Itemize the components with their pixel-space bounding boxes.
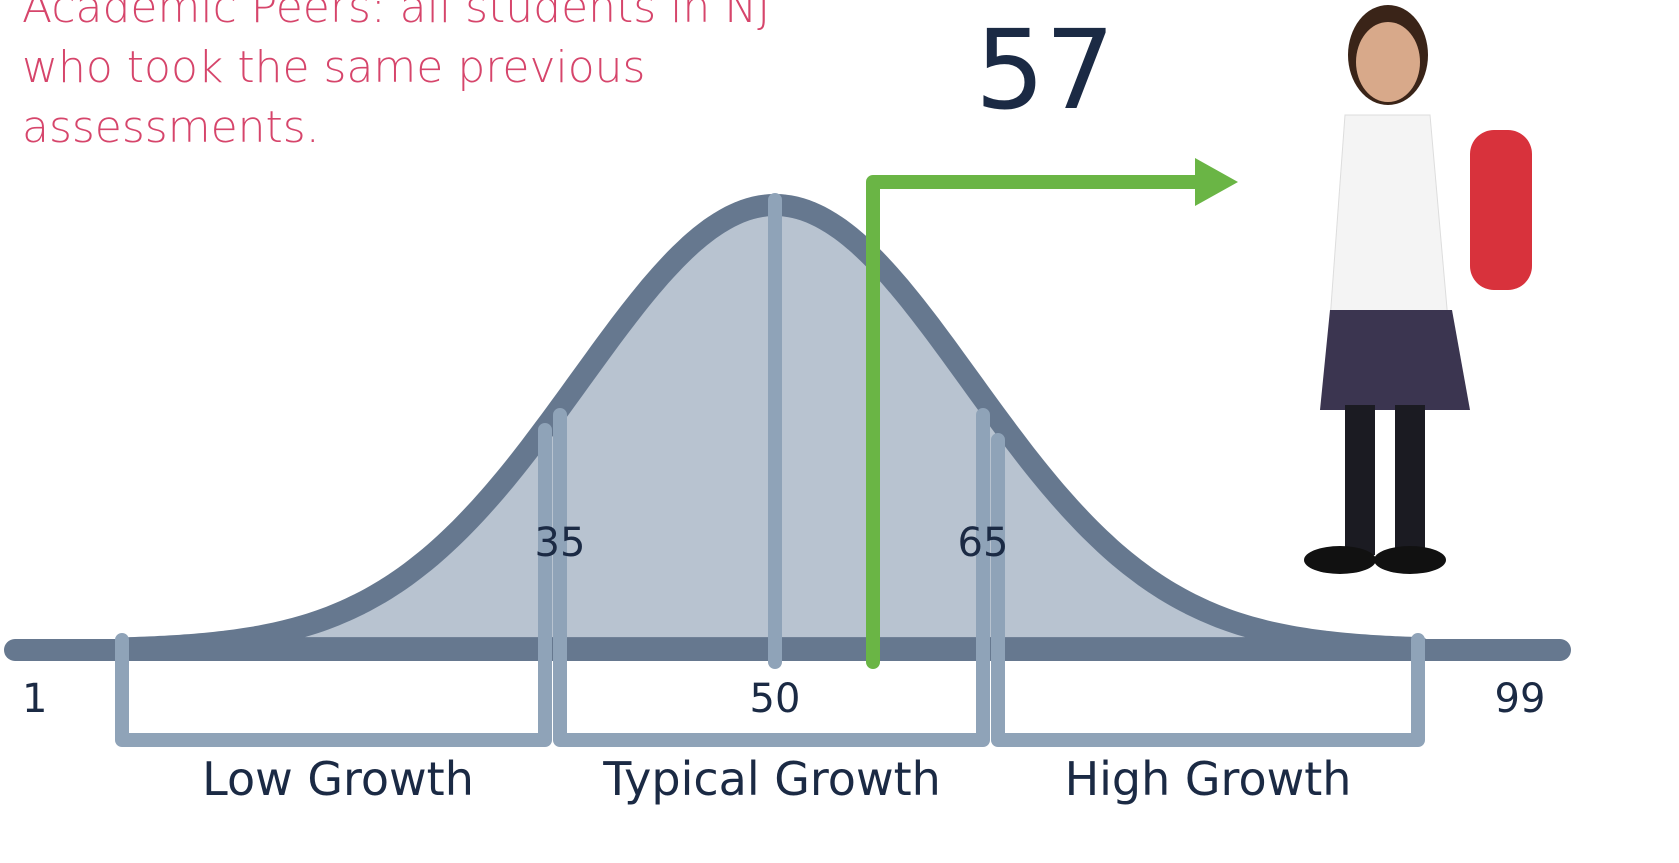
shoe — [1304, 546, 1376, 574]
face — [1356, 22, 1420, 102]
scale-low-cut: 35 — [535, 520, 586, 566]
arrow-line — [866, 175, 1207, 669]
bracket-high — [991, 433, 1425, 747]
markers — [115, 193, 1425, 747]
group-label: Low Growth — [202, 752, 474, 806]
caption-line: Academic Peers: all students in NJ — [22, 0, 770, 33]
bracket-typical — [553, 408, 990, 747]
leg — [1345, 405, 1375, 555]
group-label: Typical Growth — [602, 752, 941, 806]
bracket-low — [115, 423, 552, 747]
score: 57 — [975, 6, 1115, 134]
group-label: High Growth — [1065, 752, 1352, 806]
scale-min: 1 — [22, 676, 47, 722]
student-illustration — [1304, 5, 1532, 574]
skirt — [1320, 310, 1470, 410]
scale-max: 99 — [1495, 676, 1546, 722]
scale-median: 50 — [750, 676, 801, 722]
leg — [1395, 405, 1425, 555]
backpack — [1470, 130, 1532, 290]
shirt — [1329, 114, 1449, 321]
score-arrow — [866, 158, 1238, 669]
caption-line: who took the same previous — [22, 42, 645, 93]
shoe — [1374, 546, 1446, 574]
caption-line: assessments. — [22, 102, 320, 153]
scale-high-cut: 65 — [958, 520, 1009, 566]
arrow-head — [1195, 158, 1238, 206]
